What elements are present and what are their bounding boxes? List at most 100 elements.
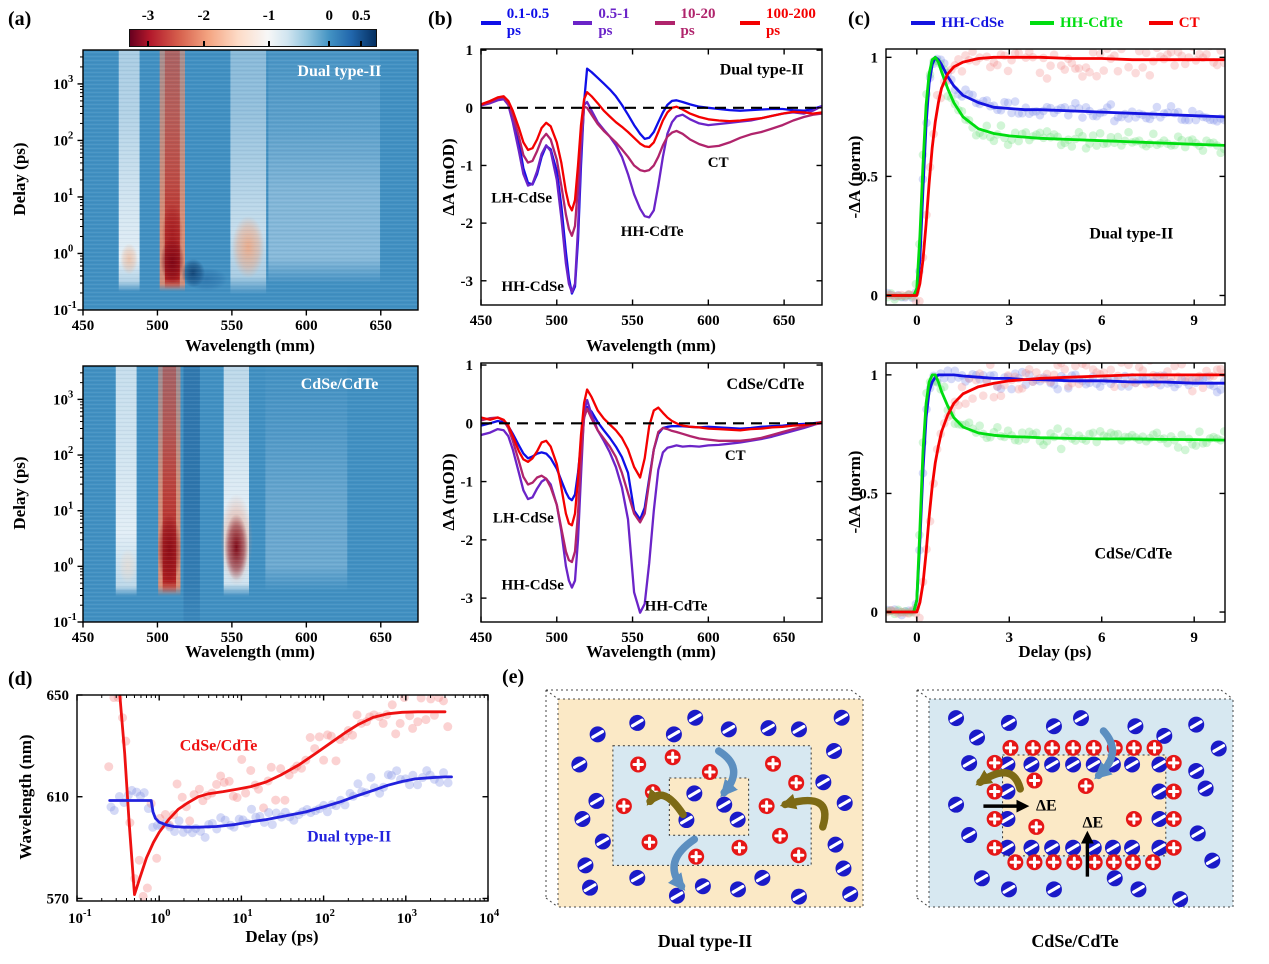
svg-text:103: 103 xyxy=(53,389,73,408)
svg-text:0: 0 xyxy=(913,630,921,646)
schematic-right-caption: CdSe/CdTe xyxy=(1031,931,1119,951)
legend-item: 10-20 ps xyxy=(654,6,724,40)
legend-label: 10-20 ps xyxy=(680,6,716,39)
svg-text:600: 600 xyxy=(697,313,720,329)
svg-text:CdSe/CdTe: CdSe/CdTe xyxy=(727,376,805,393)
colorbar-tick-mark xyxy=(360,41,363,46)
legend-swatch xyxy=(654,21,675,25)
legend-swatch xyxy=(911,21,936,25)
panel-a-label: (a) xyxy=(8,8,32,30)
svg-text:102: 102 xyxy=(53,445,73,464)
chart-b_top: 450 500 550 600 650 1 0 -1 -2 -3 Dual type-II LH-Cd… xyxy=(461,43,823,329)
svg-text:1: 1 xyxy=(466,43,474,59)
colorbar-tick-mark xyxy=(202,41,205,46)
svg-text:CdSe/CdTe: CdSe/CdTe xyxy=(301,376,379,393)
svg-text:-2: -2 xyxy=(461,216,474,232)
svg-text:101: 101 xyxy=(232,908,252,927)
svg-text:570: 570 xyxy=(47,891,70,907)
svg-text:HH-CdTe: HH-CdTe xyxy=(621,224,684,240)
panel-e-label: (e) xyxy=(502,666,525,688)
svg-text:650: 650 xyxy=(370,318,393,334)
svg-text:1: 1 xyxy=(871,368,879,384)
chart-c_top: 0 3 6 9 0 0.5 1 Dual type-II xyxy=(859,48,1226,329)
svg-text:1: 1 xyxy=(466,358,474,374)
svg-text:450: 450 xyxy=(72,318,95,334)
legend-item: HH-CdTe xyxy=(1029,14,1123,32)
schematic-left-caption: Dual type-II xyxy=(657,931,753,951)
legend-item: 0.1-0.5 ps xyxy=(481,6,557,40)
legend-swatch xyxy=(572,21,593,25)
c-bottom-ylabel: -ΔA (norm) xyxy=(845,450,864,534)
svg-text:550: 550 xyxy=(621,630,644,646)
chart-c_bottom: 0 3 6 9 0 0.5 1 CdSe/CdTe xyxy=(859,362,1226,646)
svg-text:CT: CT xyxy=(708,155,729,171)
svg-text:0: 0 xyxy=(913,313,921,329)
svg-text:500: 500 xyxy=(146,318,169,334)
svg-text:-1: -1 xyxy=(461,475,474,491)
colorbar-tick-label: 0.5 xyxy=(351,8,371,24)
colorbar-tick-mark xyxy=(267,41,270,46)
legend-item: 0.5-1 ps xyxy=(572,6,639,40)
svg-text:0.5: 0.5 xyxy=(859,169,878,185)
svg-text:-2: -2 xyxy=(461,533,474,549)
c-top-ylabel: -ΔA (norm) xyxy=(845,135,864,219)
d-xlabel: Delay (ps) xyxy=(245,927,319,946)
svg-text:9: 9 xyxy=(1190,313,1198,329)
svg-text:101: 101 xyxy=(53,187,73,206)
colorbar: -3 -2 -1 0 0.5 xyxy=(129,8,377,47)
legend-label: 100-200 ps xyxy=(765,6,816,39)
legend-label: HH-CdSe xyxy=(941,14,1004,31)
a-bottom-ylabel: Delay (ps) xyxy=(10,456,29,530)
svg-text:3: 3 xyxy=(1006,630,1014,646)
panel-d-label: (d) xyxy=(8,668,33,690)
svg-text:CT: CT xyxy=(725,448,746,464)
svg-text:HH-CdSe: HH-CdSe xyxy=(501,578,564,594)
legend-swatch xyxy=(1148,21,1173,25)
svg-text:102: 102 xyxy=(315,908,335,927)
legend-item: HH-CdSe xyxy=(911,15,1004,32)
svg-text:550: 550 xyxy=(621,313,644,329)
svg-text:3: 3 xyxy=(1006,313,1014,329)
chart-a_bottom: 450 500 550 600 650 10-1 100 101 102 103 CdSe/CdTe xyxy=(53,365,419,646)
svg-text:550: 550 xyxy=(221,318,244,334)
legend-item: 100-200 ps xyxy=(740,6,822,40)
legend-label: HH-CdTe xyxy=(1059,14,1123,31)
colorbar-tick-label: 0 xyxy=(325,8,334,24)
svg-text:102: 102 xyxy=(53,130,73,149)
svg-text:Dual type-II: Dual type-II xyxy=(1089,225,1173,242)
svg-text:600: 600 xyxy=(697,630,720,646)
svg-text:10-1: 10-1 xyxy=(68,908,92,927)
svg-text:103: 103 xyxy=(53,74,73,93)
colorbar-tick-label: -1 xyxy=(262,8,276,24)
schematic-cdse-cdte: ΔE ΔE xyxy=(916,689,1234,908)
svg-text:101: 101 xyxy=(53,501,73,520)
svg-text:100: 100 xyxy=(53,243,73,262)
svg-text:100: 100 xyxy=(150,908,170,927)
colorbar-tick-label: -3 xyxy=(141,8,155,24)
svg-text:600: 600 xyxy=(295,318,318,334)
svg-text:650: 650 xyxy=(370,630,393,646)
svg-text:650: 650 xyxy=(773,630,796,646)
a-bottom-xlabel: Wavelength (mm) xyxy=(185,642,315,661)
legend-swatch xyxy=(481,21,501,25)
svg-text:9: 9 xyxy=(1190,630,1198,646)
chart-d: 10-1 100 101 102 103 104 570 610 650 CdSe/CdTe Dua… xyxy=(47,688,501,927)
legend-panel-c: HH-CdSe HH-CdTe CT xyxy=(886,12,1225,34)
legend-label: 0.5-1 ps xyxy=(598,6,630,39)
svg-text:450: 450 xyxy=(72,630,95,646)
svg-text:6: 6 xyxy=(1098,313,1106,329)
svg-text:0: 0 xyxy=(871,288,879,304)
svg-text:450: 450 xyxy=(470,313,493,329)
svg-text:10-1: 10-1 xyxy=(53,300,77,319)
svg-text:104: 104 xyxy=(479,908,500,927)
svg-text:500: 500 xyxy=(546,630,569,646)
legend-swatch xyxy=(740,21,760,25)
svg-text:0: 0 xyxy=(871,605,879,621)
panel-b-label: (b) xyxy=(428,8,453,30)
colorbar-tick-mark xyxy=(328,41,331,46)
svg-text:1: 1 xyxy=(871,50,879,66)
c-top-xlabel: Delay (ps) xyxy=(1018,336,1092,355)
svg-text:-1: -1 xyxy=(461,158,474,174)
legend-label: CT xyxy=(1178,14,1200,31)
